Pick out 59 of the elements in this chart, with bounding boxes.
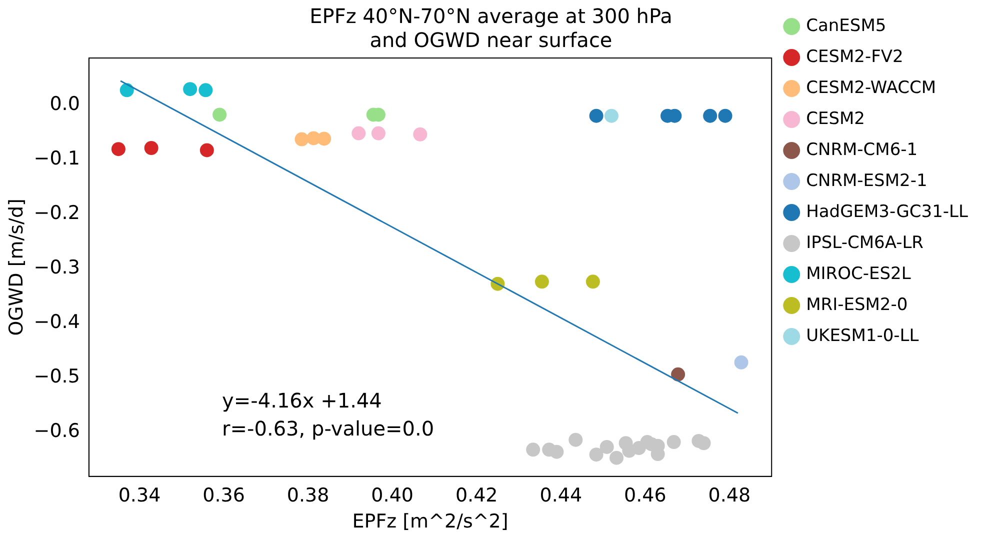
annotation: r=-0.63, p-value=0.0: [222, 416, 434, 440]
point: [294, 132, 309, 146]
point: [586, 274, 600, 289]
y-tick-label: −0.1: [34, 147, 80, 170]
x-tick-label: 0.38: [286, 484, 330, 507]
point: [604, 108, 618, 123]
point: [703, 108, 718, 123]
point: [718, 108, 732, 123]
x-tick-label: 0.42: [455, 484, 498, 507]
point: [413, 127, 428, 142]
x-tick-label: 0.48: [708, 484, 751, 507]
y-tick-label: −0.3: [34, 256, 80, 278]
y-tick-label: −0.6: [34, 420, 80, 442]
legend-label: IPSL-CM6A-LR: [806, 232, 924, 253]
point: [671, 367, 686, 382]
point: [568, 432, 583, 447]
x-tick-label: 0.36: [202, 484, 245, 507]
x-tick-label: 0.44: [540, 484, 582, 507]
point: [534, 274, 549, 289]
legend-label: CESM2-WACCM: [806, 78, 936, 98]
point: [317, 132, 332, 146]
y-tick-label: −0.5: [34, 366, 80, 388]
legend-label: UKESM1-0-LL: [806, 326, 920, 346]
legend-label: CNRM-ESM2-1: [806, 170, 928, 191]
point: [111, 142, 126, 156]
x-axis-title: EPFz [m^2/s^2]: [352, 510, 508, 533]
point: [600, 440, 614, 454]
point: [144, 141, 158, 156]
x-tick-label: 0.34: [118, 484, 161, 507]
point: [734, 355, 748, 370]
point: [200, 143, 214, 158]
legend-label: CESM2: [806, 108, 865, 129]
point: [526, 442, 540, 457]
y-tick-label: −0.2: [34, 202, 80, 224]
point: [610, 450, 624, 465]
point: [120, 83, 134, 98]
legend-label: MRI-ESM2-0: [806, 294, 908, 315]
point: [352, 126, 366, 140]
legend-label: CESM2-FV2: [806, 46, 904, 67]
point: [371, 126, 386, 140]
point: [666, 435, 681, 450]
legend-label: CanESM5: [806, 16, 886, 36]
point: [550, 444, 564, 459]
x-tick-label: 0.46: [624, 484, 666, 507]
point: [589, 448, 604, 462]
annotation: y=-4.16x +1.44: [222, 388, 382, 412]
x-tick-label: 0.40: [371, 484, 414, 507]
legend-label: MIROC-ES2L: [806, 264, 912, 284]
legend-label: CNRM-CM6-1: [806, 140, 918, 160]
point: [212, 108, 227, 122]
point: [589, 108, 604, 123]
y-axis-title: OGWD [m/s/d]: [5, 198, 28, 336]
point: [183, 82, 198, 96]
point: [696, 436, 711, 450]
legend-label: HadGEM3-GC31-LL: [806, 202, 969, 222]
point: [198, 83, 213, 98]
chart-title: EPFz 40°N-70°N average at 300 hPa and OGWD near surface: [310, 4, 672, 52]
y-tick-label: −0.4: [34, 311, 80, 334]
y-tick-label: 0.0: [50, 92, 80, 115]
